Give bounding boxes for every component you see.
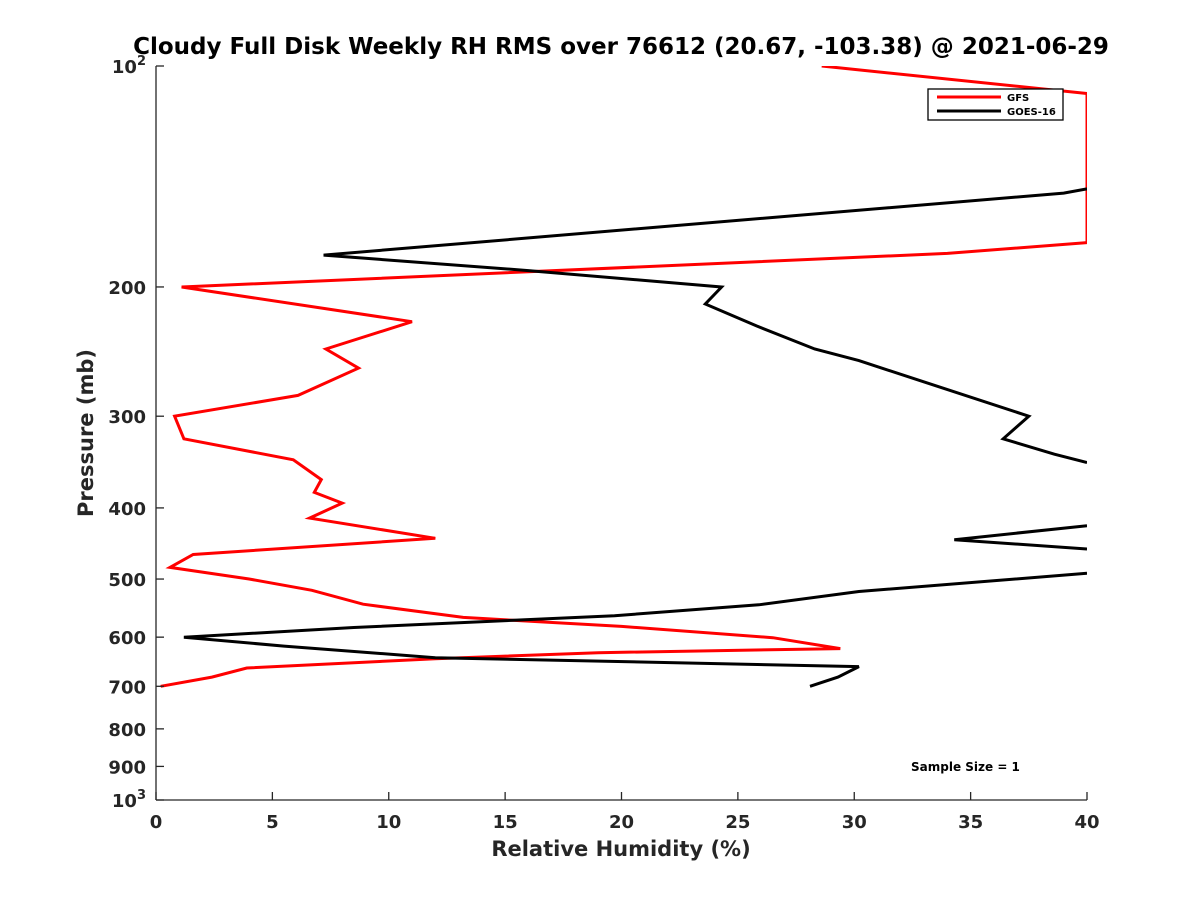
x-axis-label: Relative Humidity (%) (491, 837, 750, 861)
x-tick-label: 25 (725, 812, 750, 833)
y-tick-label: 700 (108, 677, 146, 698)
chart-title: Cloudy Full Disk Weekly RH RMS over 7661… (133, 34, 1109, 60)
x-tick-label: 40 (1074, 812, 1099, 833)
y-tick-label: 600 (108, 628, 146, 649)
series-line-goes16 (183, 187, 1087, 688)
y-tick-label: 102 (112, 54, 146, 78)
legend-label-goes16: GOES-16 (1007, 107, 1056, 118)
x-tick-label: 15 (493, 812, 518, 833)
y-axis-ticks: 102 200 300 400 500 600 700 800 900 103 (108, 54, 164, 812)
x-axis-ticks: 0 5 10 15 20 25 30 35 40 (150, 792, 1100, 833)
legend: GFS GOES-16 (927, 88, 1064, 121)
y-tick-label: 200 (108, 278, 146, 299)
y-axis-label: Pressure (mb) (74, 349, 98, 517)
y-tick-label: 103 (112, 788, 146, 812)
legend-box (927, 88, 1064, 121)
x-tick-label: 5 (266, 812, 279, 833)
x-tick-label: 10 (376, 812, 401, 833)
y-tick-label: 900 (108, 757, 146, 778)
y-tick-label: 500 (108, 570, 146, 591)
y-tick-label: 400 (108, 499, 146, 520)
legend-label-gfs: GFS (1007, 93, 1029, 104)
plot-area: 0 5 10 15 20 25 30 35 40 102 200 300 400 500 600 700 80… (108, 54, 1099, 833)
y-tick-label: 300 (108, 407, 146, 428)
x-tick-label: 30 (842, 812, 867, 833)
x-tick-label: 0 (150, 812, 163, 833)
sample-size-annotation: Sample Size = 1 (911, 760, 1020, 774)
x-tick-label: 35 (958, 812, 983, 833)
x-tick-label: 20 (609, 812, 634, 833)
series-line-gfs (160, 66, 1087, 688)
y-tick-label: 800 (108, 720, 146, 741)
